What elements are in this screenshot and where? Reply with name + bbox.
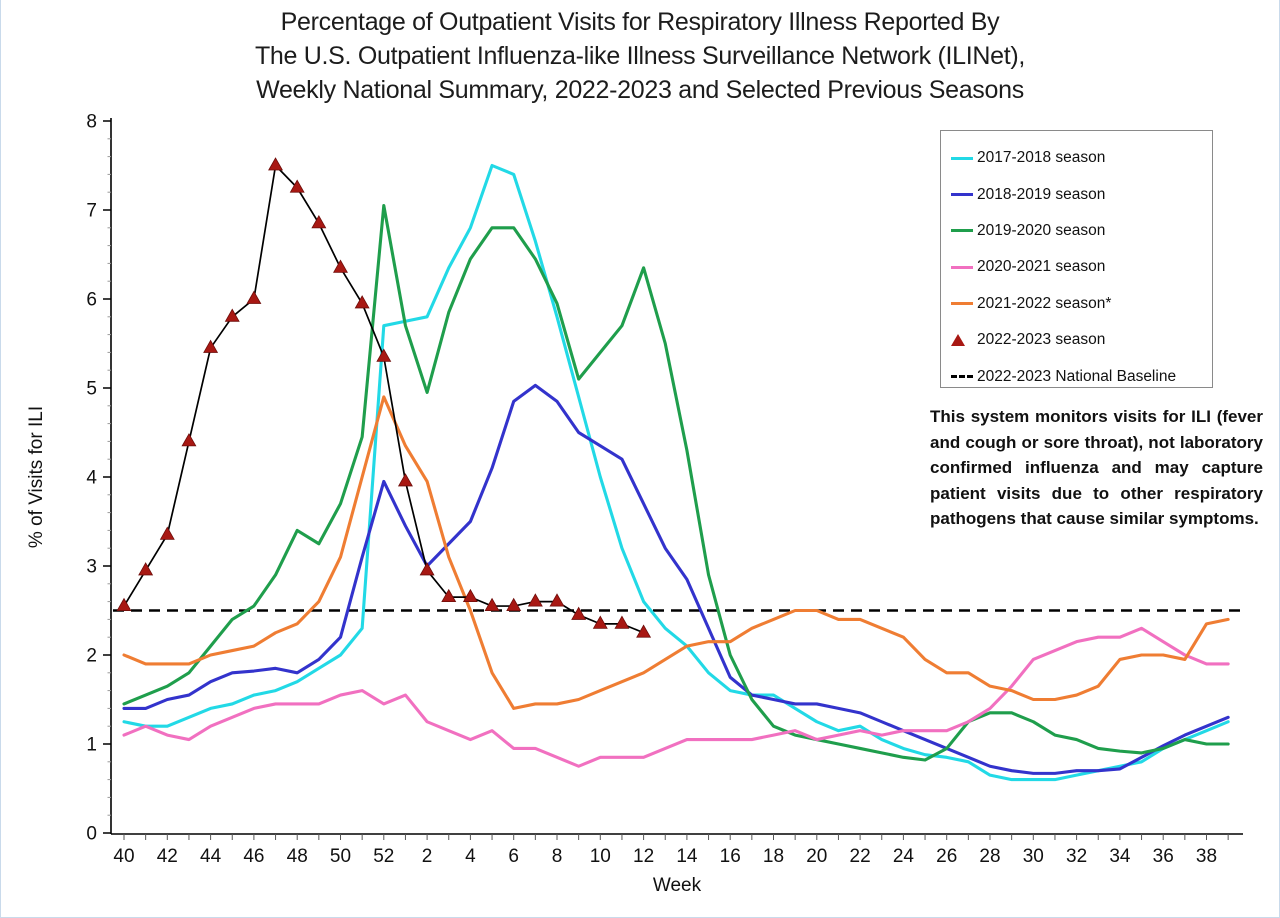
series-line-2017-2018-season — [122, 163, 1230, 782]
triangle-marker-icon — [138, 562, 154, 576]
triangle-marker-icon — [592, 615, 608, 629]
x-tick-label: 40 — [113, 846, 134, 867]
x-tick-label: 4 — [465, 846, 476, 867]
chart-title: Percentage of Outpatient Visits for Resp… — [0, 5, 1280, 107]
triangle-marker-icon — [527, 593, 543, 607]
legend-line-swatch-pink — [951, 265, 975, 269]
triangle-marker-icon — [397, 473, 413, 487]
x-tick-label: 14 — [676, 846, 698, 867]
x-tick-label: 8 — [552, 846, 563, 867]
x-tick-label: 26 — [936, 846, 957, 867]
triangle-marker-icon — [203, 339, 219, 353]
x-tick-label: 2 — [422, 846, 433, 867]
triangle-marker-icon — [116, 597, 132, 611]
series-line-2018-2019-season — [122, 383, 1230, 775]
series-line-2020-2021-season — [122, 626, 1230, 768]
triangle-marker-icon — [354, 295, 370, 309]
triangle-marker-icon — [636, 624, 652, 638]
y-axis-label: % of Visits for ILI — [26, 406, 47, 548]
triangle-marker-icon — [181, 433, 197, 447]
y-tick-label: 1 — [86, 735, 97, 756]
x-tick-label: 36 — [1153, 846, 1174, 867]
x-tick-label: 52 — [373, 846, 394, 867]
triangle-marker-icon — [289, 179, 305, 193]
legend-line-swatch-green — [951, 229, 975, 233]
y-tick-label: 8 — [86, 112, 97, 133]
x-axis-label: Week — [653, 875, 702, 896]
x-tick-label: 44 — [200, 846, 222, 867]
page-edge-line-left — [0, 0, 1, 918]
triangle-marker-icon — [571, 606, 587, 620]
chart-title-line-2: The U.S. Outpatient Influenza-like Illne… — [254, 42, 1026, 70]
triangle-marker-icon — [268, 157, 284, 171]
series-line-2021-2022-season- — [122, 395, 1230, 710]
legend-line-swatch-cyan — [951, 156, 975, 160]
triangle-marker-icon — [614, 615, 630, 629]
triangle-marker-icon — [506, 597, 522, 611]
legend-item-2022-2023: 2022-2023 season — [951, 322, 1212, 358]
x-tick-label: 42 — [157, 846, 178, 867]
y-tick-label: 2 — [86, 646, 97, 667]
triangle-marker-icon — [376, 348, 392, 362]
x-tick-label: 50 — [330, 846, 351, 867]
triangle-marker-icon — [484, 597, 500, 611]
triangle-marker-icon — [311, 215, 327, 229]
x-tick-label: 22 — [850, 846, 871, 867]
triangle-marker-icon — [549, 593, 565, 607]
legend-item-2017-2018: 2017-2018 season — [951, 140, 1212, 176]
y-tick-label: 3 — [86, 557, 97, 578]
triangle-marker-icon — [246, 290, 262, 304]
x-tick-label: 18 — [763, 846, 784, 867]
x-tick-label: 48 — [287, 846, 308, 867]
x-tick-label: 30 — [1023, 846, 1044, 867]
y-tick-label: 0 — [86, 824, 97, 845]
x-tick-label: 12 — [633, 846, 654, 867]
y-tick-label: 6 — [86, 290, 97, 311]
x-tick-label: 20 — [806, 846, 827, 867]
chart-title-line-3: Weekly National Summary, 2022-2023 and S… — [256, 76, 1024, 104]
x-tick-label: 46 — [243, 846, 264, 867]
x-tick-label: 10 — [590, 846, 611, 867]
triangle-marker-icon — [462, 588, 478, 603]
y-tick-label: 5 — [86, 379, 97, 400]
y-tick-label: 4 — [86, 468, 97, 489]
x-tick-label: 28 — [979, 846, 1000, 867]
triangle-marker-icon — [159, 526, 175, 540]
triangle-marker-icon — [333, 259, 348, 273]
legend-item-2018-2019: 2018-2019 season — [951, 176, 1212, 212]
chart-legend: 2017-2018 season 2018-2019 season 2019-2… — [940, 130, 1213, 388]
series-markers-2022-2023-season — [116, 157, 652, 638]
triangle-marker-icon — [419, 562, 435, 576]
series-line-2019-2020-season — [122, 204, 1230, 762]
triangle-marker-icon — [224, 308, 240, 322]
x-tick-label: 34 — [1109, 846, 1131, 867]
chart-title-line-1: Percentage of Outpatient Visits for Resp… — [280, 8, 1000, 36]
x-tick-label: 38 — [1196, 846, 1217, 867]
ili-definition-note: This system monitors visits for ILI (fev… — [930, 407, 1263, 528]
legend-item-national-baseline: 2022-2023 National Baseline — [951, 358, 1212, 394]
x-tick-label: 6 — [508, 846, 519, 867]
y-tick-label: 7 — [86, 201, 97, 222]
legend-triangle-marker-icon — [951, 334, 975, 347]
legend-item-2019-2020: 2019-2020 season — [951, 213, 1212, 249]
x-tick-label: 16 — [720, 846, 741, 867]
legend-item-2020-2021: 2020-2021 season — [951, 249, 1212, 285]
legend-line-swatch-blue — [951, 193, 975, 197]
triangle-marker-icon — [441, 588, 457, 603]
x-tick-label: 24 — [893, 846, 915, 867]
legend-dashed-line-swatch — [951, 375, 975, 379]
x-tick-label: 32 — [1066, 846, 1087, 867]
legend-item-2021-2022: 2021-2022 season* — [951, 286, 1212, 322]
legend-line-swatch-orange — [951, 302, 975, 306]
